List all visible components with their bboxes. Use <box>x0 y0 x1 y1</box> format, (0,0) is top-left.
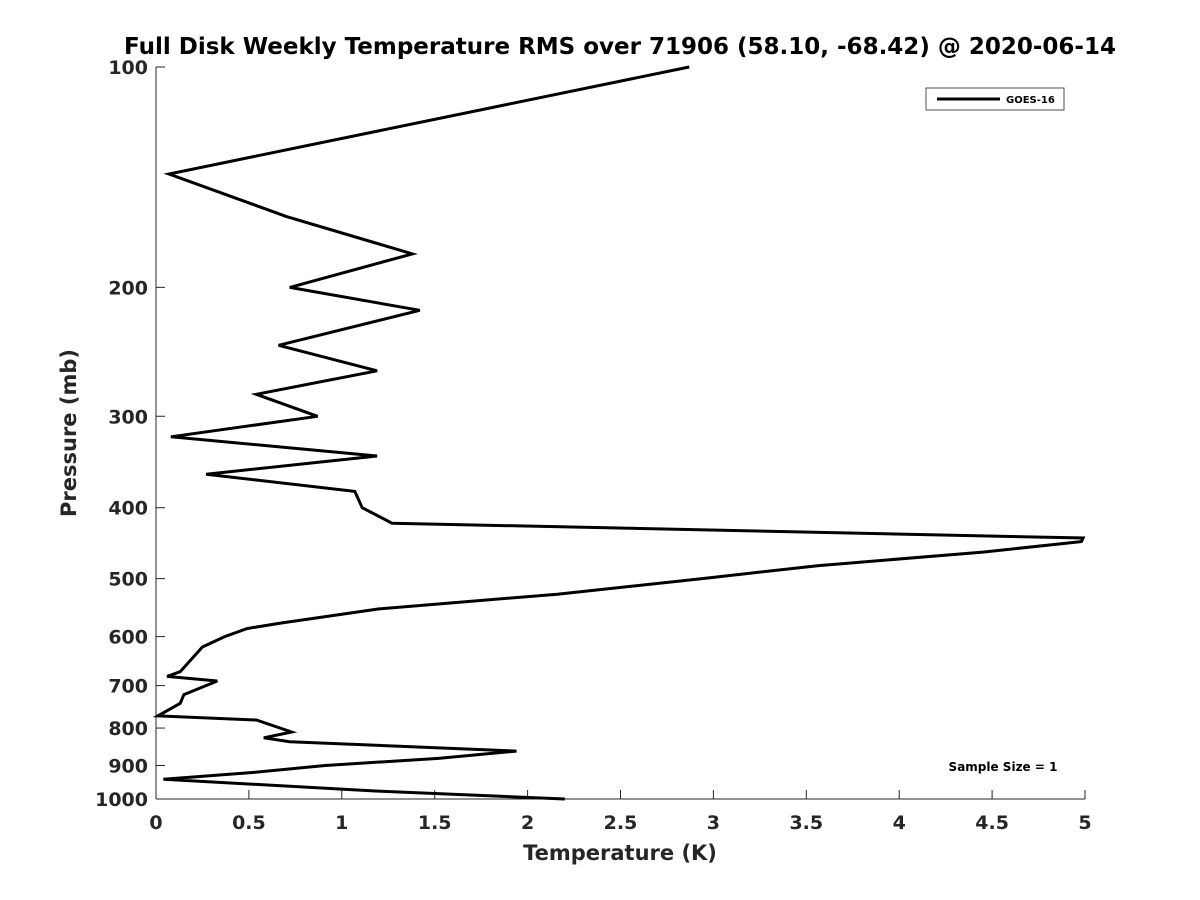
x-tick-label: 4.5 <box>975 812 1009 834</box>
x-tick-label: 3 <box>707 812 720 834</box>
legend: GOES-16 <box>925 87 1065 111</box>
y-tick-label: 200 <box>108 277 148 299</box>
x-tick-label: 2 <box>521 812 534 834</box>
y-axis-label: Pressure (mb) <box>57 349 81 517</box>
y-ticks: 100 200 300 400 500 600 700 800 900 1000 <box>95 57 165 811</box>
x-tick-label: 1.5 <box>418 812 452 834</box>
series-line-goes-16 <box>152 65 1086 801</box>
x-tick-label: 3.5 <box>789 812 823 834</box>
y-tick-label: 700 <box>108 676 148 698</box>
y-tick-label: 900 <box>108 756 148 778</box>
y-tick-label: 400 <box>108 498 148 520</box>
legend-label-goes-16: GOES-16 <box>1006 95 1055 106</box>
y-tick-label: 600 <box>108 627 148 649</box>
series-group <box>152 65 1086 801</box>
x-tick-label: 2.5 <box>604 812 638 834</box>
y-tick-label: 100 <box>108 57 148 79</box>
x-tick-label: 0 <box>149 812 162 834</box>
y-tick-label: 800 <box>108 718 148 740</box>
y-tick-label: 1000 <box>95 789 148 811</box>
y-tick-label: 500 <box>108 569 148 591</box>
x-tick-label: 0.5 <box>232 812 266 834</box>
sample-size-annotation: Sample Size = 1 <box>949 760 1058 774</box>
x-tick-label: 1 <box>335 812 348 834</box>
x-axis-label: Temperature (K) <box>523 841 717 865</box>
x-ticks: 0 0.5 1 1.5 2 2.5 3 3.5 4 4.5 5 <box>149 790 1092 834</box>
x-tick-label: 5 <box>1078 812 1091 834</box>
y-tick-label: 300 <box>108 406 148 428</box>
x-tick-label: 4 <box>893 812 906 834</box>
plot-area: 0 0.5 1 1.5 2 2.5 3 3.5 4 4.5 5 100 200 300 400 500 600… <box>95 57 1092 834</box>
chart-title: Full Disk Weekly Temperature RMS over 71… <box>124 34 1116 60</box>
